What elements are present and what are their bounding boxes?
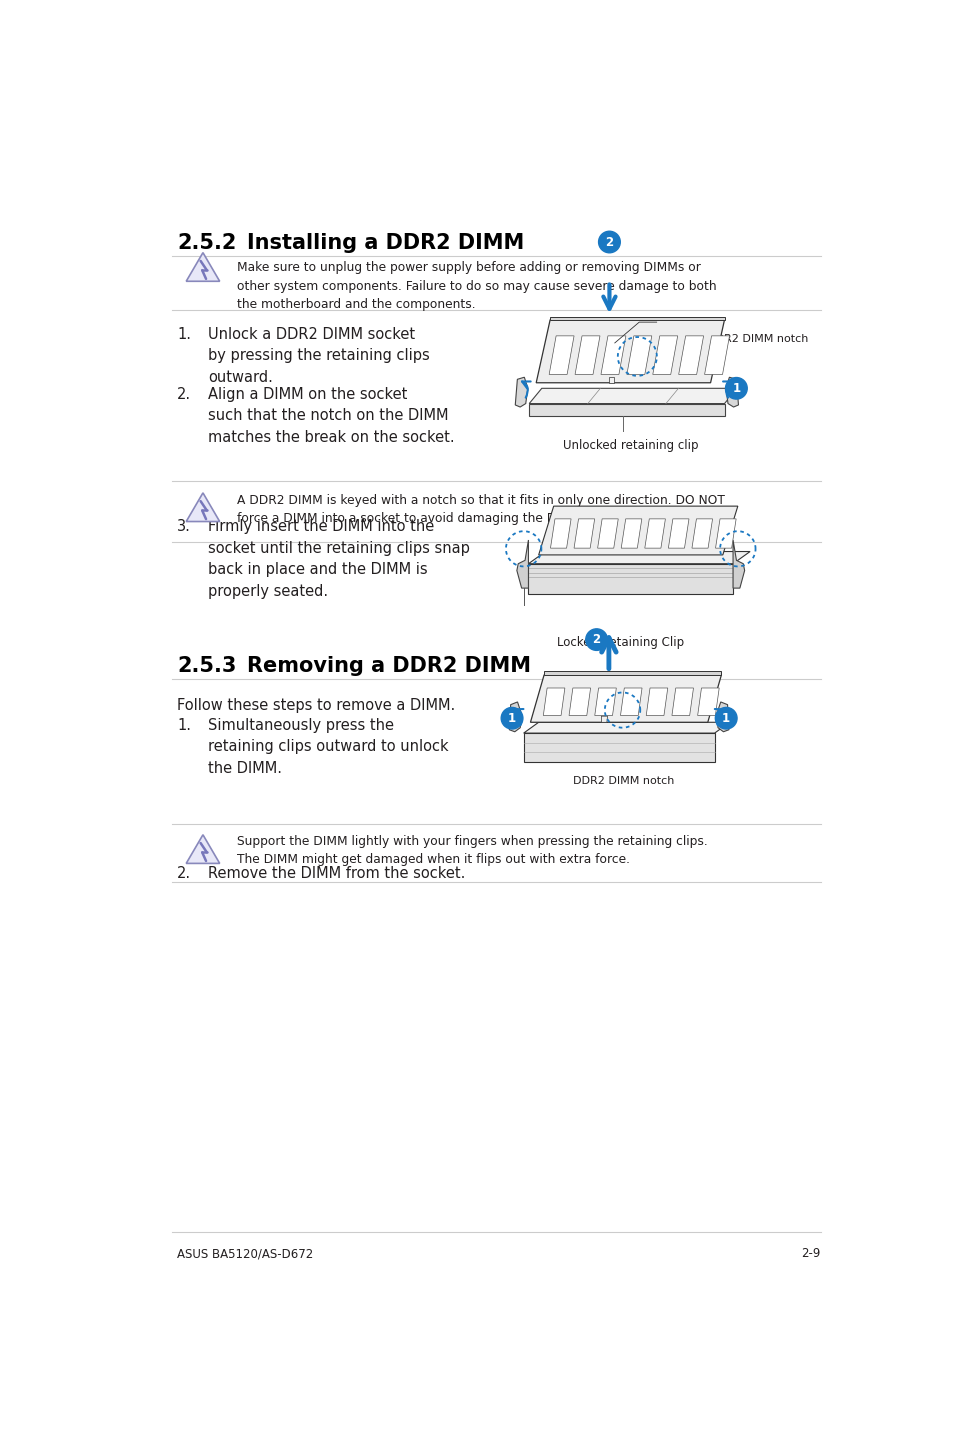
Polygon shape (597, 519, 618, 548)
Circle shape (500, 707, 522, 729)
Circle shape (725, 378, 746, 400)
Text: Unlock a DDR2 DIMM socket
by pressing the retaining clips
outward.: Unlock a DDR2 DIMM socket by pressing th… (208, 326, 430, 385)
Text: 1: 1 (721, 712, 729, 725)
Circle shape (715, 707, 737, 729)
Text: 2: 2 (592, 633, 600, 646)
Polygon shape (704, 336, 729, 374)
Polygon shape (697, 687, 719, 716)
Text: Make sure to unplug the power supply before adding or removing DIMMs or
other sy: Make sure to unplug the power supply bef… (236, 262, 716, 311)
Polygon shape (600, 716, 607, 722)
Polygon shape (671, 687, 693, 716)
Text: 1.: 1. (177, 718, 192, 733)
Polygon shape (715, 519, 736, 548)
Polygon shape (543, 687, 564, 716)
Polygon shape (528, 564, 732, 594)
Polygon shape (186, 835, 219, 863)
Text: Align a DIMM on the socket
such that the notch on the DIMM
matches the break on : Align a DIMM on the socket such that the… (208, 387, 455, 444)
Text: 2-9: 2-9 (801, 1248, 820, 1261)
Polygon shape (517, 541, 528, 588)
Polygon shape (568, 687, 590, 716)
Polygon shape (509, 702, 521, 732)
Polygon shape (549, 336, 574, 374)
Polygon shape (732, 541, 744, 588)
Polygon shape (529, 388, 737, 404)
Text: Installing a DDR2 DIMM: Installing a DDR2 DIMM (247, 233, 524, 253)
Text: Unlocked retaining clip: Unlocked retaining clip (562, 439, 698, 452)
Polygon shape (550, 519, 571, 548)
Polygon shape (186, 493, 219, 522)
Polygon shape (652, 336, 677, 374)
Text: DDR2 DIMM notch: DDR2 DIMM notch (572, 775, 674, 785)
Text: 2: 2 (605, 236, 613, 249)
Circle shape (598, 232, 619, 253)
Text: ASUS BA5120/AS-D672: ASUS BA5120/AS-D672 (177, 1248, 314, 1261)
Polygon shape (550, 318, 723, 319)
Text: 2.5.2: 2.5.2 (177, 233, 236, 253)
Polygon shape (609, 377, 614, 383)
Text: 2.5.3: 2.5.3 (177, 656, 236, 676)
Text: 2.: 2. (177, 387, 192, 401)
Polygon shape (523, 722, 729, 733)
Text: 1.: 1. (177, 326, 192, 342)
Text: 1: 1 (732, 383, 740, 395)
Polygon shape (620, 519, 641, 548)
Polygon shape (574, 519, 594, 548)
Text: Remove the DIMM from the socket.: Remove the DIMM from the socket. (208, 866, 465, 880)
Text: Removing a DDR2 DIMM: Removing a DDR2 DIMM (247, 656, 531, 676)
Polygon shape (716, 702, 728, 732)
Polygon shape (645, 687, 667, 716)
Polygon shape (626, 336, 651, 374)
Polygon shape (530, 674, 720, 722)
Polygon shape (536, 319, 723, 383)
Text: Firmly insert the DIMM into the
socket until the retaining clips snap
back in pl: Firmly insert the DIMM into the socket u… (208, 519, 470, 598)
Polygon shape (725, 377, 738, 407)
Text: Locked Retaining Clip: Locked Retaining Clip (557, 636, 683, 649)
Text: Follow these steps to remove a DIMM.: Follow these steps to remove a DIMM. (177, 699, 456, 713)
Polygon shape (528, 552, 749, 564)
Polygon shape (644, 519, 664, 548)
Text: DDR2 DIMM notch: DDR2 DIMM notch (707, 334, 808, 344)
Polygon shape (678, 336, 703, 374)
Polygon shape (594, 687, 616, 716)
Polygon shape (515, 377, 527, 407)
Text: 1: 1 (507, 712, 516, 725)
Polygon shape (600, 336, 625, 374)
Text: Support the DIMM lightly with your fingers when pressing the retaining clips.
Th: Support the DIMM lightly with your finge… (236, 835, 707, 866)
Polygon shape (668, 519, 688, 548)
Circle shape (585, 628, 607, 650)
Polygon shape (543, 670, 720, 674)
Polygon shape (575, 336, 599, 374)
Polygon shape (529, 404, 723, 416)
Polygon shape (186, 253, 219, 282)
Text: 2.: 2. (177, 866, 192, 880)
Text: Simultaneously press the
retaining clips outward to unlock
the DIMM.: Simultaneously press the retaining clips… (208, 718, 449, 777)
Text: 3.: 3. (177, 519, 191, 533)
Polygon shape (538, 506, 737, 555)
Polygon shape (619, 687, 641, 716)
Polygon shape (691, 519, 712, 548)
Polygon shape (523, 733, 714, 762)
Text: A DDR2 DIMM is keyed with a notch so that it fits in only one direction. DO NOT
: A DDR2 DIMM is keyed with a notch so tha… (236, 493, 724, 525)
